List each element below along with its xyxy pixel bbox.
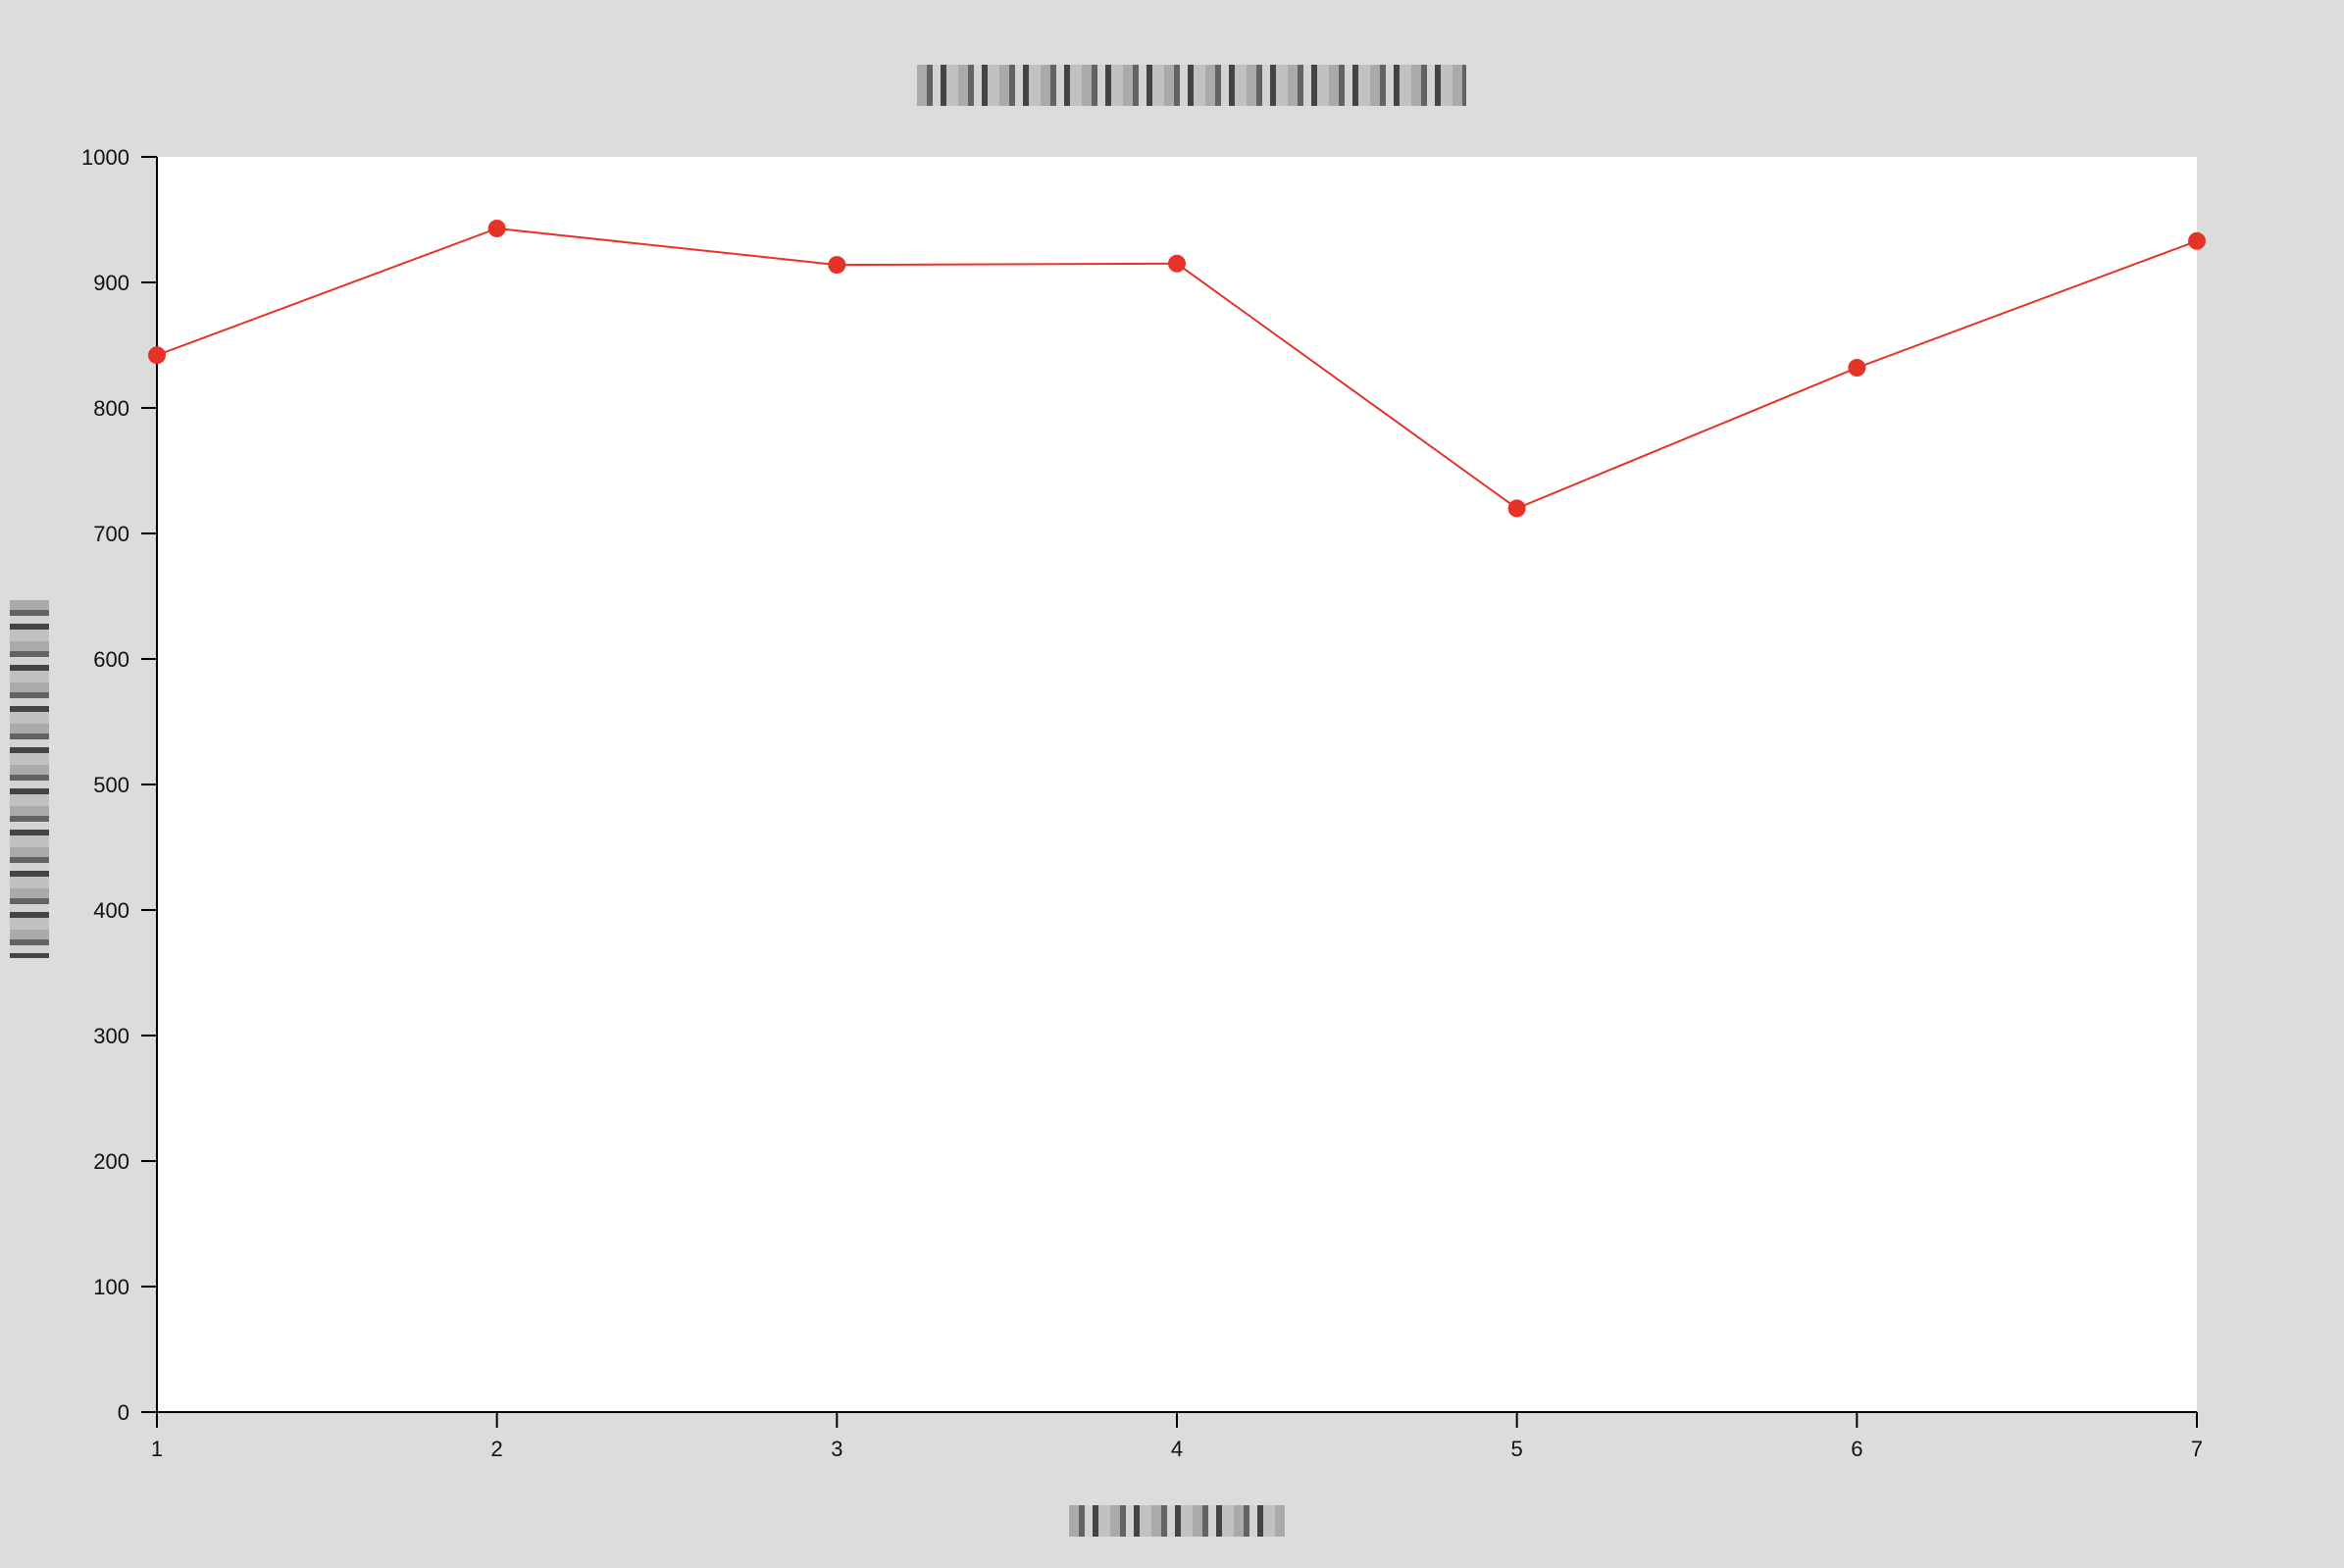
chart-title-obscured [917,65,1466,106]
x-axis-label-obscured [1069,1505,1285,1537]
x-tick-label-1: 2 [491,1437,503,1461]
y-tick-label-8: 800 [93,396,129,421]
x-tick-label-6: 7 [2191,1437,2203,1461]
series-0-point-3 [1168,254,1186,273]
x-tick-label-3: 4 [1171,1437,1183,1461]
series-0-point-4 [1507,499,1526,518]
y-axis-label-obscured [10,600,49,958]
y-tick-label-2: 200 [93,1149,129,1174]
axes: 0 100 200 300 400 500 600 700 800 900 1000 1 2 3 4 5 6 7 [81,145,2203,1461]
x-tick-label-0: 1 [151,1437,163,1461]
y-tick-label-10: 1000 [81,145,129,170]
y-tick-label-1: 100 [93,1275,129,1299]
series-layer [148,219,2206,518]
series-0-point-1 [487,219,506,237]
series-0-point-6 [2188,231,2206,250]
plot-area [157,157,2197,1412]
y-tick-label-9: 900 [93,271,129,295]
y-tick-label-0: 0 [118,1400,129,1425]
y-tick-label-7: 700 [93,522,129,546]
series-0-point-0 [148,346,166,365]
x-tick-label-4: 5 [1511,1437,1523,1461]
series-0-point-5 [1848,359,1866,378]
x-tick-label-5: 6 [1851,1437,1862,1461]
y-tick-label-4: 400 [93,898,129,923]
y-tick-label-5: 500 [93,773,129,797]
series-0-point-2 [828,256,846,275]
x-tick-label-2: 3 [831,1437,842,1461]
y-tick-label-3: 300 [93,1024,129,1048]
y-tick-label-6: 600 [93,647,129,672]
